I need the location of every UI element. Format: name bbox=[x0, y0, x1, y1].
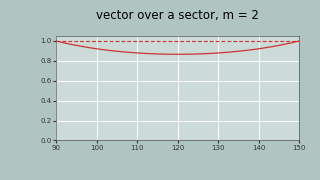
Text: vector over a sector, m = 2: vector over a sector, m = 2 bbox=[96, 9, 259, 22]
